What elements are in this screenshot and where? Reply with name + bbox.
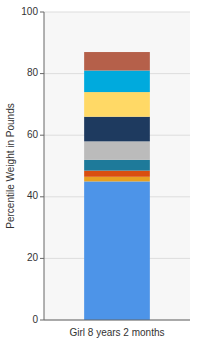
y-tick xyxy=(40,12,44,13)
y-axis-line xyxy=(44,12,45,320)
x-tick-label: Girl 8 years 2 months xyxy=(69,327,164,338)
y-tick-label: 80 xyxy=(27,67,39,78)
bar-segment xyxy=(84,171,150,177)
plot-background xyxy=(44,12,190,320)
y-grid xyxy=(44,12,190,320)
y-tick xyxy=(40,73,44,74)
bar-segment xyxy=(84,52,150,70)
x-axis-line xyxy=(44,320,190,321)
chart: 0 20 40 60 80 100 Girl 8 years 2 months Percent… xyxy=(0,0,200,350)
grid-line xyxy=(44,320,190,321)
bar-segment xyxy=(84,117,150,142)
y-tick xyxy=(40,135,44,136)
bar-segment xyxy=(84,181,150,320)
y-tick-label: 20 xyxy=(27,252,39,263)
bar-segment xyxy=(84,177,150,182)
bar-segment xyxy=(84,160,150,171)
y-tick-label: 60 xyxy=(27,129,39,140)
page: {"chart_data": {"type": "bar", "stacked"… xyxy=(0,0,200,350)
bar-segment xyxy=(84,92,150,117)
y-tick-label: 0 xyxy=(32,314,38,325)
y-tick-label: 40 xyxy=(27,190,39,201)
bars xyxy=(84,52,150,320)
bar-segment xyxy=(84,141,150,159)
chart-container: 0 20 40 60 80 100 Girl 8 years 2 months Percent… xyxy=(0,0,200,350)
y-tick xyxy=(40,196,44,197)
y-tick xyxy=(40,258,44,259)
grid-line xyxy=(44,12,190,13)
y-tick xyxy=(40,320,44,321)
y-tick-label: 100 xyxy=(21,6,38,17)
bar-segment xyxy=(84,71,150,93)
y-axis: 0 20 40 60 80 100 xyxy=(21,6,44,325)
y-axis-label: Percentile Weight in Pounds xyxy=(5,103,16,228)
